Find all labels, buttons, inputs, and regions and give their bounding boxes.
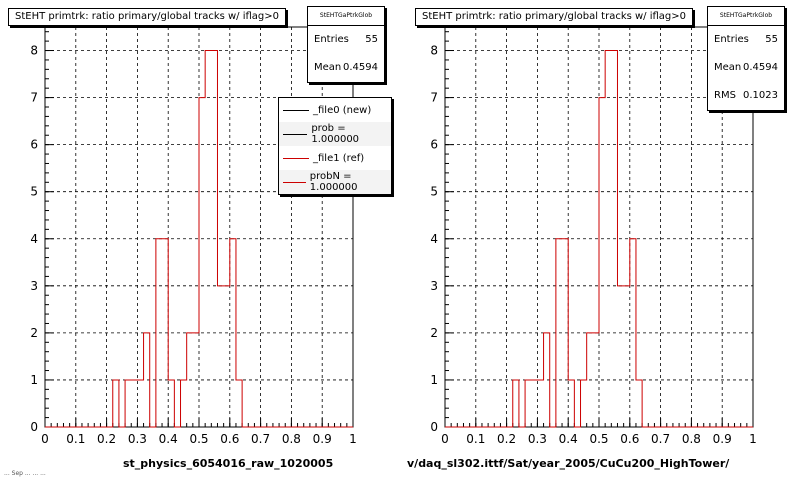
x-tick-label: 0.3	[128, 432, 147, 446]
y-tick-label: 7	[30, 91, 38, 105]
y-tick-label: 6	[30, 138, 38, 152]
stats-rms-row: RMS 0.1023	[708, 82, 784, 110]
stats-mean-label: Mean	[314, 62, 342, 73]
y-tick-label: 4	[30, 232, 38, 246]
x-tick-label: 1	[349, 432, 357, 446]
footer-timestamp: ... Sep ... ... ...	[4, 470, 46, 477]
histogram-panel-1: 0 0.1 0.2 0.3 0.4 0.5 0.6 0.7 0.8 0.9 1 0 1 2 3 4 5 6 7 8	[30, 26, 357, 446]
stats-name: StEHTGaPtrkGlob	[308, 7, 384, 26]
x-tick-label: 0.2	[497, 432, 516, 446]
y-tick-label: 8	[430, 44, 438, 58]
legend-swatch-prob	[283, 133, 308, 135]
stats-mean-value: 0.4594	[343, 62, 378, 73]
histogram-panel-2: 0 0.1 0.2 0.3 0.4 0.5 0.6 0.7 0.8 0.9 1 0 1 2 3 4 5 6 7 8	[430, 26, 757, 446]
legend-label-prob: prob = 1.000000	[311, 123, 360, 145]
x-tick-label: 0.6	[220, 432, 239, 446]
legend-swatch-probn	[283, 181, 306, 183]
histogram-line-ref	[45, 50, 353, 428]
x-tick-label: 0.9	[313, 432, 332, 446]
x-tick-label: 0.1	[466, 432, 485, 446]
y-tick-label: 8	[30, 44, 38, 58]
histogram-title-left: StEHT primtrk: ratio primary/global trac…	[8, 8, 287, 26]
x-axis-title-left: st_physics_6054016_raw_1020005	[123, 457, 334, 470]
x-tick-label: 0.9	[713, 432, 732, 446]
x-tick-label: 0.4	[159, 432, 178, 446]
stats-entries-label: Entries	[314, 34, 349, 45]
stats-mean-label: Mean	[714, 62, 742, 73]
stats-entries-value: 55	[365, 34, 378, 45]
y-tick-label: 2	[430, 326, 438, 340]
y-tick-label: 1	[430, 373, 438, 387]
stats-mean-row: Mean 0.4594	[708, 54, 784, 82]
x-tick-label: 0.5	[189, 432, 208, 446]
stats-mean-value: 0.4594	[743, 62, 778, 73]
legend-entry-file1: _file1 (ref)	[279, 146, 391, 170]
y-tick-label: 4	[430, 232, 438, 246]
x-tick-label: 0.4	[559, 432, 578, 446]
y-tick-label: 5	[430, 185, 438, 199]
x-tick-label: 0.8	[282, 432, 301, 446]
legend-entry-file0: _file0 (new)	[279, 98, 391, 122]
stats-box-right: StEHTGaPtrkGlob Entries 55 Mean 0.4594 R…	[707, 6, 785, 111]
y-tick-label: 5	[30, 185, 38, 199]
y-tick-label: 1	[30, 373, 38, 387]
y-tick-label: 2	[30, 326, 38, 340]
x-tick-label: 0.1	[66, 432, 85, 446]
legend-label-file1: _file1 (ref)	[313, 152, 365, 164]
y-tick-label: 3	[430, 279, 438, 293]
x-tick-label: 0	[41, 432, 49, 446]
stats-entries-row: Entries 55	[308, 26, 384, 54]
x-tick-label: 0.7	[651, 432, 670, 446]
x-tick-label: 0.6	[620, 432, 639, 446]
x-tick-label: 0.8	[682, 432, 701, 446]
x-axis-title-right: v/daq_sl302.ittf/Sat/year_2005/CuCu200_H…	[407, 457, 730, 470]
legend-swatch-file0	[283, 109, 309, 111]
y-tick-label: 6	[430, 138, 438, 152]
y-tick-label: 3	[30, 279, 38, 293]
y-tick-label: 0	[430, 420, 438, 434]
histogram-line-ref	[445, 50, 753, 428]
histogram-title-right: StEHT primtrk: ratio primary/global trac…	[415, 8, 694, 26]
stats-rms-label: RMS	[714, 90, 736, 101]
x-tick-label: 1	[749, 432, 757, 446]
y-tick-label: 7	[430, 91, 438, 105]
legend-left: _file0 (new) prob = 1.000000 _file1 (ref…	[278, 97, 392, 195]
stats-box-left: StEHTGaPtrkGlob Entries 55 Mean 0.4594	[307, 6, 385, 83]
stats-name: StEHTGaPtrkGlob	[708, 7, 784, 26]
legend-entry-probn: probN = 1.000000	[279, 170, 391, 194]
x-tick-label: 0.5	[589, 432, 608, 446]
legend-swatch-file1	[283, 157, 309, 159]
legend-label-probn: probN = 1.000000	[309, 171, 358, 193]
stats-mean-row: Mean 0.4594	[308, 54, 384, 82]
stats-entries-row: Entries 55	[708, 26, 784, 54]
x-tick-label: 0.7	[251, 432, 270, 446]
x-tick-label: 0.3	[528, 432, 547, 446]
legend-entry-prob: prob = 1.000000	[279, 122, 391, 146]
x-tick-label: 0	[441, 432, 449, 446]
stats-rms-value: 0.1023	[743, 90, 778, 101]
legend-label-file0: _file0 (new)	[313, 104, 372, 116]
x-tick-label: 0.2	[97, 432, 116, 446]
stats-entries-label: Entries	[714, 34, 749, 45]
stats-entries-value: 55	[765, 34, 778, 45]
y-tick-label: 0	[30, 420, 38, 434]
